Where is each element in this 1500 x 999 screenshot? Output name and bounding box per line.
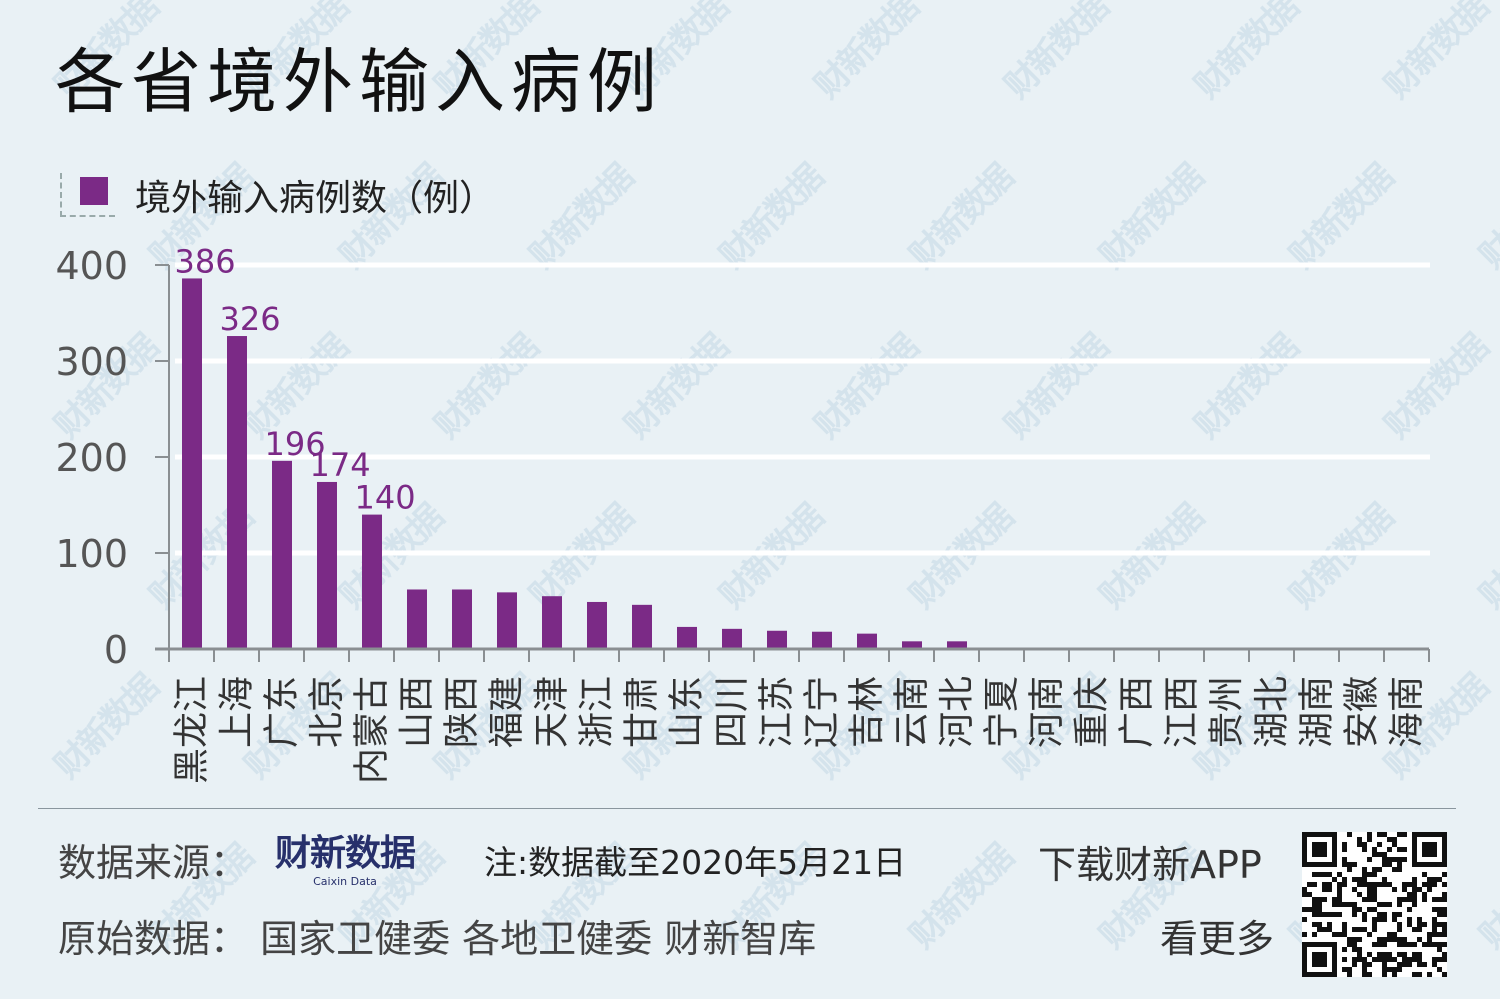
x-category-label: 安徽 [1342, 676, 1383, 748]
y-tick-label: 300 [55, 340, 128, 384]
watermark-text: 财新数据 [902, 837, 1021, 957]
date-note: 注:数据截至2020年5月21日 [484, 843, 907, 882]
x-category-label: 湖南 [1297, 676, 1338, 748]
data-label: 140 [355, 479, 416, 517]
bar-chart: 0 100 200 300 400 黑龙江 上海 广东 北京 内蒙古 山西 陕西 福建 天津 浙江 甘肃 山东四… [55, 242, 1430, 784]
data-label: 174 [310, 446, 371, 484]
x-category-label: 甘肃 [622, 676, 663, 748]
legend-marker [60, 173, 115, 217]
source-label: 数据来源： [58, 841, 249, 885]
chart-title: 各省境外输入病例 [55, 41, 663, 123]
x-category-label: 广东 [262, 676, 303, 748]
bar[interactable] [632, 604, 652, 649]
brand-logo: 财新数据 Caixin Data [275, 833, 416, 889]
bar[interactable] [542, 596, 562, 649]
bar[interactable] [722, 628, 742, 649]
x-category-label: 海南 [1387, 676, 1428, 748]
see-more-text: 看更多 [1160, 917, 1275, 961]
y-tick-label: 200 [55, 436, 128, 480]
x-category-label: 内蒙古 [352, 676, 393, 784]
download-app-text: 下载财新APP [1038, 843, 1262, 887]
x-category-label: 上海 [217, 676, 258, 748]
x-category-label: 山东 [667, 676, 708, 748]
bar[interactable] [767, 630, 787, 649]
x-category-label: 重庆 [1072, 676, 1113, 748]
y-tick-label: 100 [55, 532, 128, 576]
legend-swatch-icon [80, 177, 108, 205]
bar[interactable] [497, 592, 517, 649]
data-label: 386 [175, 242, 236, 280]
x-category-label: 宁夏 [982, 676, 1023, 748]
x-category-label: 黑龙江 [172, 676, 213, 784]
x-category-label: 河南 [1027, 676, 1068, 748]
x-category-label: 吉林 [847, 676, 888, 748]
y-tick-label: 400 [55, 244, 128, 288]
x-category-label: 山西 [397, 676, 438, 748]
bar[interactable] [452, 589, 472, 649]
bar[interactable] [407, 589, 427, 649]
bar[interactable] [227, 336, 247, 649]
data-label: 196 [265, 425, 326, 463]
x-category-label: 贵州 [1207, 676, 1248, 748]
x-category-label: 广西 [1117, 676, 1158, 748]
footer-divider [38, 808, 1456, 809]
watermark-text: 财新数据 [1472, 837, 1500, 957]
x-category-label: 北京 [307, 676, 348, 748]
raw-data-sources: 原始数据： 国家卫健委 各地卫健委 财新智库 [58, 917, 817, 961]
qr-code-icon[interactable] [1302, 832, 1447, 977]
bar[interactable] [902, 641, 922, 649]
bar[interactable] [272, 460, 292, 649]
bar[interactable] [812, 631, 832, 649]
x-category-label: 辽宁 [802, 676, 843, 748]
bar[interactable] [587, 601, 607, 649]
x-category-label: 福建 [487, 676, 528, 748]
bar[interactable] [182, 278, 202, 649]
x-category-label: 河北 [937, 676, 978, 748]
x-category-label: 浙江 [577, 676, 618, 748]
bar[interactable] [317, 481, 337, 649]
brand-name-cn: 财新数据 [275, 833, 416, 874]
bar[interactable] [857, 633, 877, 649]
x-category-label: 湖北 [1252, 676, 1293, 748]
data-label: 326 [220, 300, 281, 338]
x-category-label: 四川 [712, 676, 753, 748]
legend-label: 境外输入病例数（例） [135, 178, 496, 219]
x-category-label: 云南 [892, 676, 933, 748]
y-tick-label: 0 [104, 628, 128, 672]
x-category-label: 江西 [1162, 676, 1203, 748]
legend: 境外输入病例数（例） [60, 172, 496, 219]
bar[interactable] [362, 514, 382, 649]
x-category-label: 江苏 [757, 676, 798, 748]
x-category-label: 陕西 [442, 676, 483, 748]
bar[interactable] [947, 641, 967, 649]
x-category-label: 天津 [532, 676, 573, 748]
brand-name-en: Caixin Data [313, 875, 377, 888]
bar[interactable] [677, 626, 697, 649]
